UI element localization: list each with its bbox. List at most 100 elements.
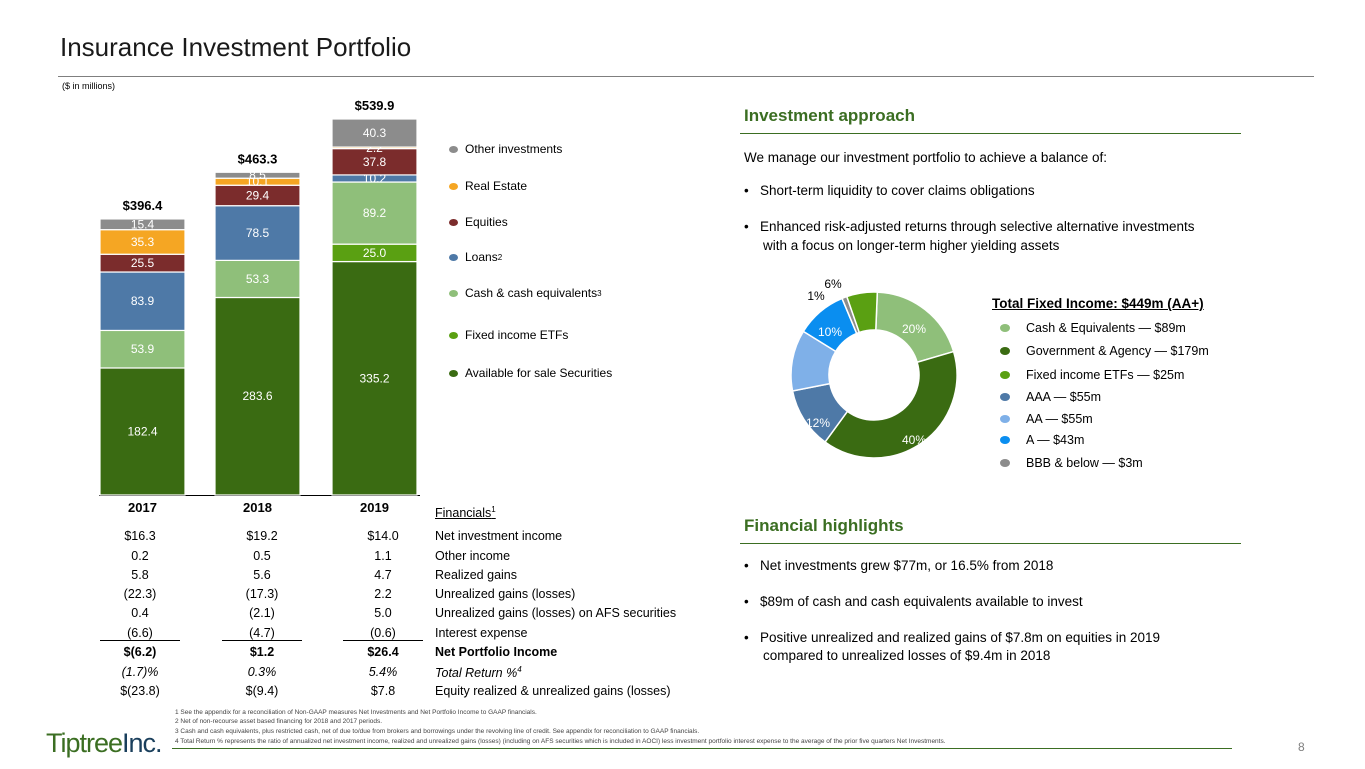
highlight-bullet-3-text: Positive unrealized and realized gains o… xyxy=(759,630,1160,645)
page-title: Insurance Investment Portfolio xyxy=(60,32,412,62)
financials-row-label: Realized gains xyxy=(435,568,517,582)
financials-label-sup: 1 xyxy=(491,505,496,514)
footer-divider xyxy=(172,748,1232,749)
legend-swatch xyxy=(449,145,458,153)
legend-swatch xyxy=(449,182,458,190)
legend-item: Fixed income ETFs xyxy=(449,328,568,342)
legend-item: Real Estate xyxy=(449,179,527,193)
highlight-bullet-3-cont: compared to unrealized losses of $9.4m i… xyxy=(763,648,1051,663)
donut-legend-swatch xyxy=(1000,347,1010,355)
approach-bullet-2-cont: with a focus on longer-term higher yield… xyxy=(763,238,1060,253)
donut-slice xyxy=(823,350,958,459)
bar-value-label: 40.3 xyxy=(363,126,387,140)
donut-legend-label: A — $43m xyxy=(1026,433,1085,447)
legend-swatch xyxy=(449,253,458,261)
units-note: ($ in millions) xyxy=(62,81,116,91)
bar-value-label: 35.3 xyxy=(131,235,155,249)
legend-label: Available for sale Securities xyxy=(465,366,613,380)
financials-cell: (22.3) xyxy=(123,587,157,601)
bar-segment-2019-cash-cash-equivalents xyxy=(331,181,418,245)
financials-row-label: Unrealized gains (losses) on AFS securit… xyxy=(435,606,676,620)
highlight-bullet-2: • $89m of cash and cash equivalents avai… xyxy=(744,594,1083,609)
bar-segment-2019-equities xyxy=(331,147,418,176)
bar-segment-2018-loans xyxy=(214,205,301,261)
bar-value-label: 78.5 xyxy=(246,226,270,240)
financials-footnote-mark: 4 xyxy=(517,665,522,674)
legend-label: Cash & cash equivalents xyxy=(465,286,598,300)
legend-item: Other investments xyxy=(449,142,562,156)
title-divider xyxy=(58,76,1314,77)
highlight-bullet-1: • Net investments grew $77m, or 16.5% fr… xyxy=(744,558,1054,573)
logo-main: Tiptree xyxy=(46,728,123,758)
donut-legend-item: AAA — $55m xyxy=(1000,390,1101,404)
legend-swatch xyxy=(449,331,458,339)
financials-row-label-text: Unrealized gains (losses) on AFS securit… xyxy=(435,606,677,620)
financials-cell: 4.7 xyxy=(374,568,392,582)
financials-row-label: Unrealized gains (losses) xyxy=(435,587,575,601)
legend-label: Real Estate xyxy=(465,179,528,193)
bar-value-label: 53.3 xyxy=(246,272,270,286)
financials-cell: $26.4 xyxy=(367,645,399,659)
financials-cell: $1.2 xyxy=(249,645,275,659)
financials-cell: 1.1 xyxy=(374,549,392,563)
legend-swatch xyxy=(449,369,458,377)
financials-row-label-text: Unrealized gains (losses) xyxy=(435,587,576,601)
fixed-income-donut-chart: 20%40%12%12%10%1%6% xyxy=(790,277,958,459)
financials-row-label-text: Total Return % xyxy=(435,666,518,681)
highlights-divider xyxy=(740,543,1241,544)
financials-cell: 5.8 xyxy=(131,568,149,582)
bar-value-label: 83.9 xyxy=(131,294,155,308)
highlight-bullet-1-text: Net investments grew $77m, or 16.5% from… xyxy=(759,558,1054,573)
financials-cell: (4.7) xyxy=(222,626,302,641)
donut-pct-label: 1% xyxy=(807,289,825,303)
x-tick-label: 2019 xyxy=(360,500,389,515)
financials-label-text: Financials xyxy=(435,506,492,521)
bar-value-label: 25.0 xyxy=(363,246,387,260)
legend-label: Loans xyxy=(465,250,498,264)
bar-segment-2017-available-for-sale-securities xyxy=(99,367,186,496)
financials-row-label-text: Realized gains xyxy=(435,568,517,582)
financials-cell: (0.6) xyxy=(343,626,423,641)
bar-value-label: 37.8 xyxy=(363,155,387,169)
footnote: 1 See the appendix for a reconciliation … xyxy=(175,709,537,716)
bar-total-label: $396.4 xyxy=(123,198,164,213)
donut-legend-item: BBB & below — $3m xyxy=(1000,456,1143,470)
donut-pct-label: 20% xyxy=(902,322,926,336)
bar-segment-2018-cash-cash-equivalents xyxy=(214,259,301,299)
financials-cell: 2.2 xyxy=(374,587,392,601)
legend-item: Available for sale Securities xyxy=(449,366,612,380)
donut-legend-label: Government & Agency — $179m xyxy=(1026,344,1209,358)
financials-row-label: Equity realized & unrealized gains (loss… xyxy=(435,684,671,698)
approach-bullet-1-text: Short-term liquidity to cover claims obl… xyxy=(759,183,1035,198)
donut-pct-label: 6% xyxy=(824,277,842,291)
legend-item: Cash & cash equivalents 3 xyxy=(449,286,602,300)
approach-intro: We manage our investment portfolio to ac… xyxy=(744,150,1107,165)
financials-label: Financials1 xyxy=(435,505,496,520)
donut-pct-label: 40% xyxy=(902,433,926,447)
financials-cell: (17.3) xyxy=(245,587,279,601)
financials-cell: (2.1) xyxy=(249,606,275,620)
bar-segment-2019-available-for-sale-securities xyxy=(331,260,418,496)
highlight-bullet-2-text: $89m of cash and cash equivalents availa… xyxy=(759,594,1083,609)
x-tick-label: 2018 xyxy=(243,500,272,515)
donut-legend-item: Government & Agency — $179m xyxy=(1000,344,1209,358)
financials-cell: (1.7)% xyxy=(121,665,159,679)
bar-value-label: 8.5 xyxy=(249,168,266,182)
logo-suffix: Inc. xyxy=(122,728,163,758)
financials-row-label: Net investment income xyxy=(435,529,562,543)
highlights-heading: Financial highlights xyxy=(744,516,904,535)
donut-legend-item: Fixed income ETFs — $25m xyxy=(1000,368,1184,382)
donut-legend-item: AA — $55m xyxy=(1000,412,1093,426)
page-number: 8 xyxy=(1298,740,1305,754)
financials-cell: 5.6 xyxy=(253,568,271,582)
bar-total-label: $463.3 xyxy=(238,151,278,166)
stacked-bar-chart: 182.4 53.9 83.9 25.5 35.3 15.4 $396.4 2017 283.6… xyxy=(99,98,420,515)
bar-segment-2018-other-investments xyxy=(214,171,301,179)
highlight-bullet-3: • Positive unrealized and realized gains… xyxy=(744,630,1160,645)
financials-cell: 0.3% xyxy=(247,665,277,679)
legend-label: Other investments xyxy=(465,142,563,156)
legend-footnote-mark: 2 xyxy=(497,252,503,262)
bar-segment-2017-loans xyxy=(99,271,186,332)
donut-legend-item: Cash & Equivalents — $89m xyxy=(1000,321,1186,335)
financials-row-label-text: Equity realized & unrealized gains (loss… xyxy=(435,684,671,698)
